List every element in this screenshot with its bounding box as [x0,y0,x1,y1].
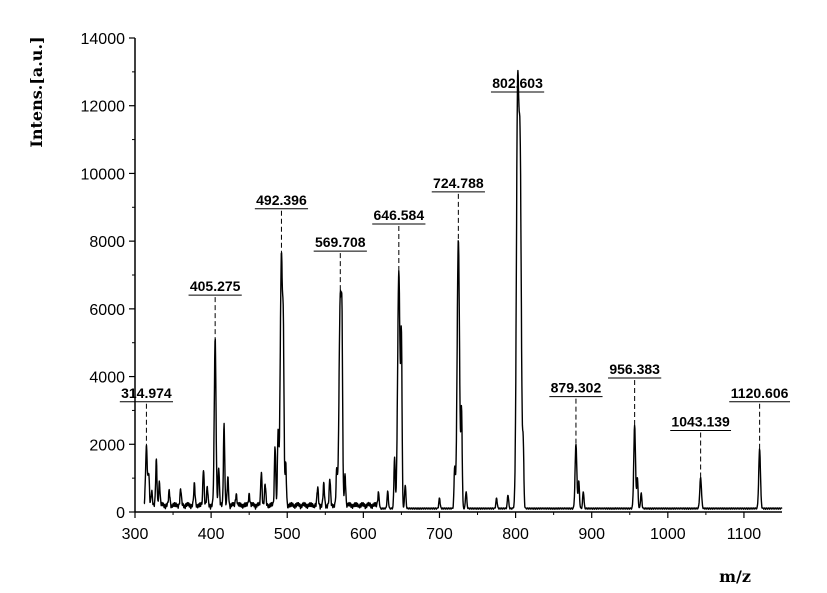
peak-label: 1043.139 [671,414,730,430]
x-tick-label: 700 [426,526,453,543]
peak-label: 956.383 [609,361,660,377]
y-tick-label: 8000 [89,234,125,251]
peak-label: 802.603 [492,75,543,91]
peak-annotations: 314.974 405.275 492.396 569.708 646.584 724.7… [119,75,791,478]
peak-label: 492.396 [256,192,307,208]
axes: 300 400 500 600 700 800 900 1000 1100 0 2000 4000 60… [81,31,782,543]
y-tick-label: 6000 [89,302,125,319]
spectrum-series [143,69,783,510]
y-tick-label: 4000 [89,370,125,387]
x-tick-label: 300 [122,526,149,543]
y-tick-label: 2000 [89,437,125,454]
peak-label: 1120.606 [731,385,789,401]
x-tick-label: 600 [350,526,377,543]
x-tick-label: 1100 [727,526,762,543]
x-axis-title: m/z [719,567,751,586]
peak-label: 569.708 [315,234,366,250]
y-axis-title: Intens.[a.u.] [27,36,46,147]
y-tick-label: 10000 [81,166,126,183]
y-tick-label: 12000 [81,99,126,116]
x-tick-label: 400 [198,526,225,543]
y-tick-label: 0 [116,505,125,522]
x-tick-label: 800 [502,526,529,543]
y-tick-label: 14000 [81,31,126,48]
x-tick-label: 500 [274,526,301,543]
x-tick-label: 1000 [650,526,686,543]
spectrum-line [143,69,783,510]
peak-label: 405.275 [190,278,241,294]
peak-label: 314.974 [121,385,172,401]
peak-label: 646.584 [374,207,425,223]
peak-label: 724.788 [433,175,484,191]
x-tick-label: 900 [578,526,605,543]
peak-label: 879.302 [551,380,602,396]
